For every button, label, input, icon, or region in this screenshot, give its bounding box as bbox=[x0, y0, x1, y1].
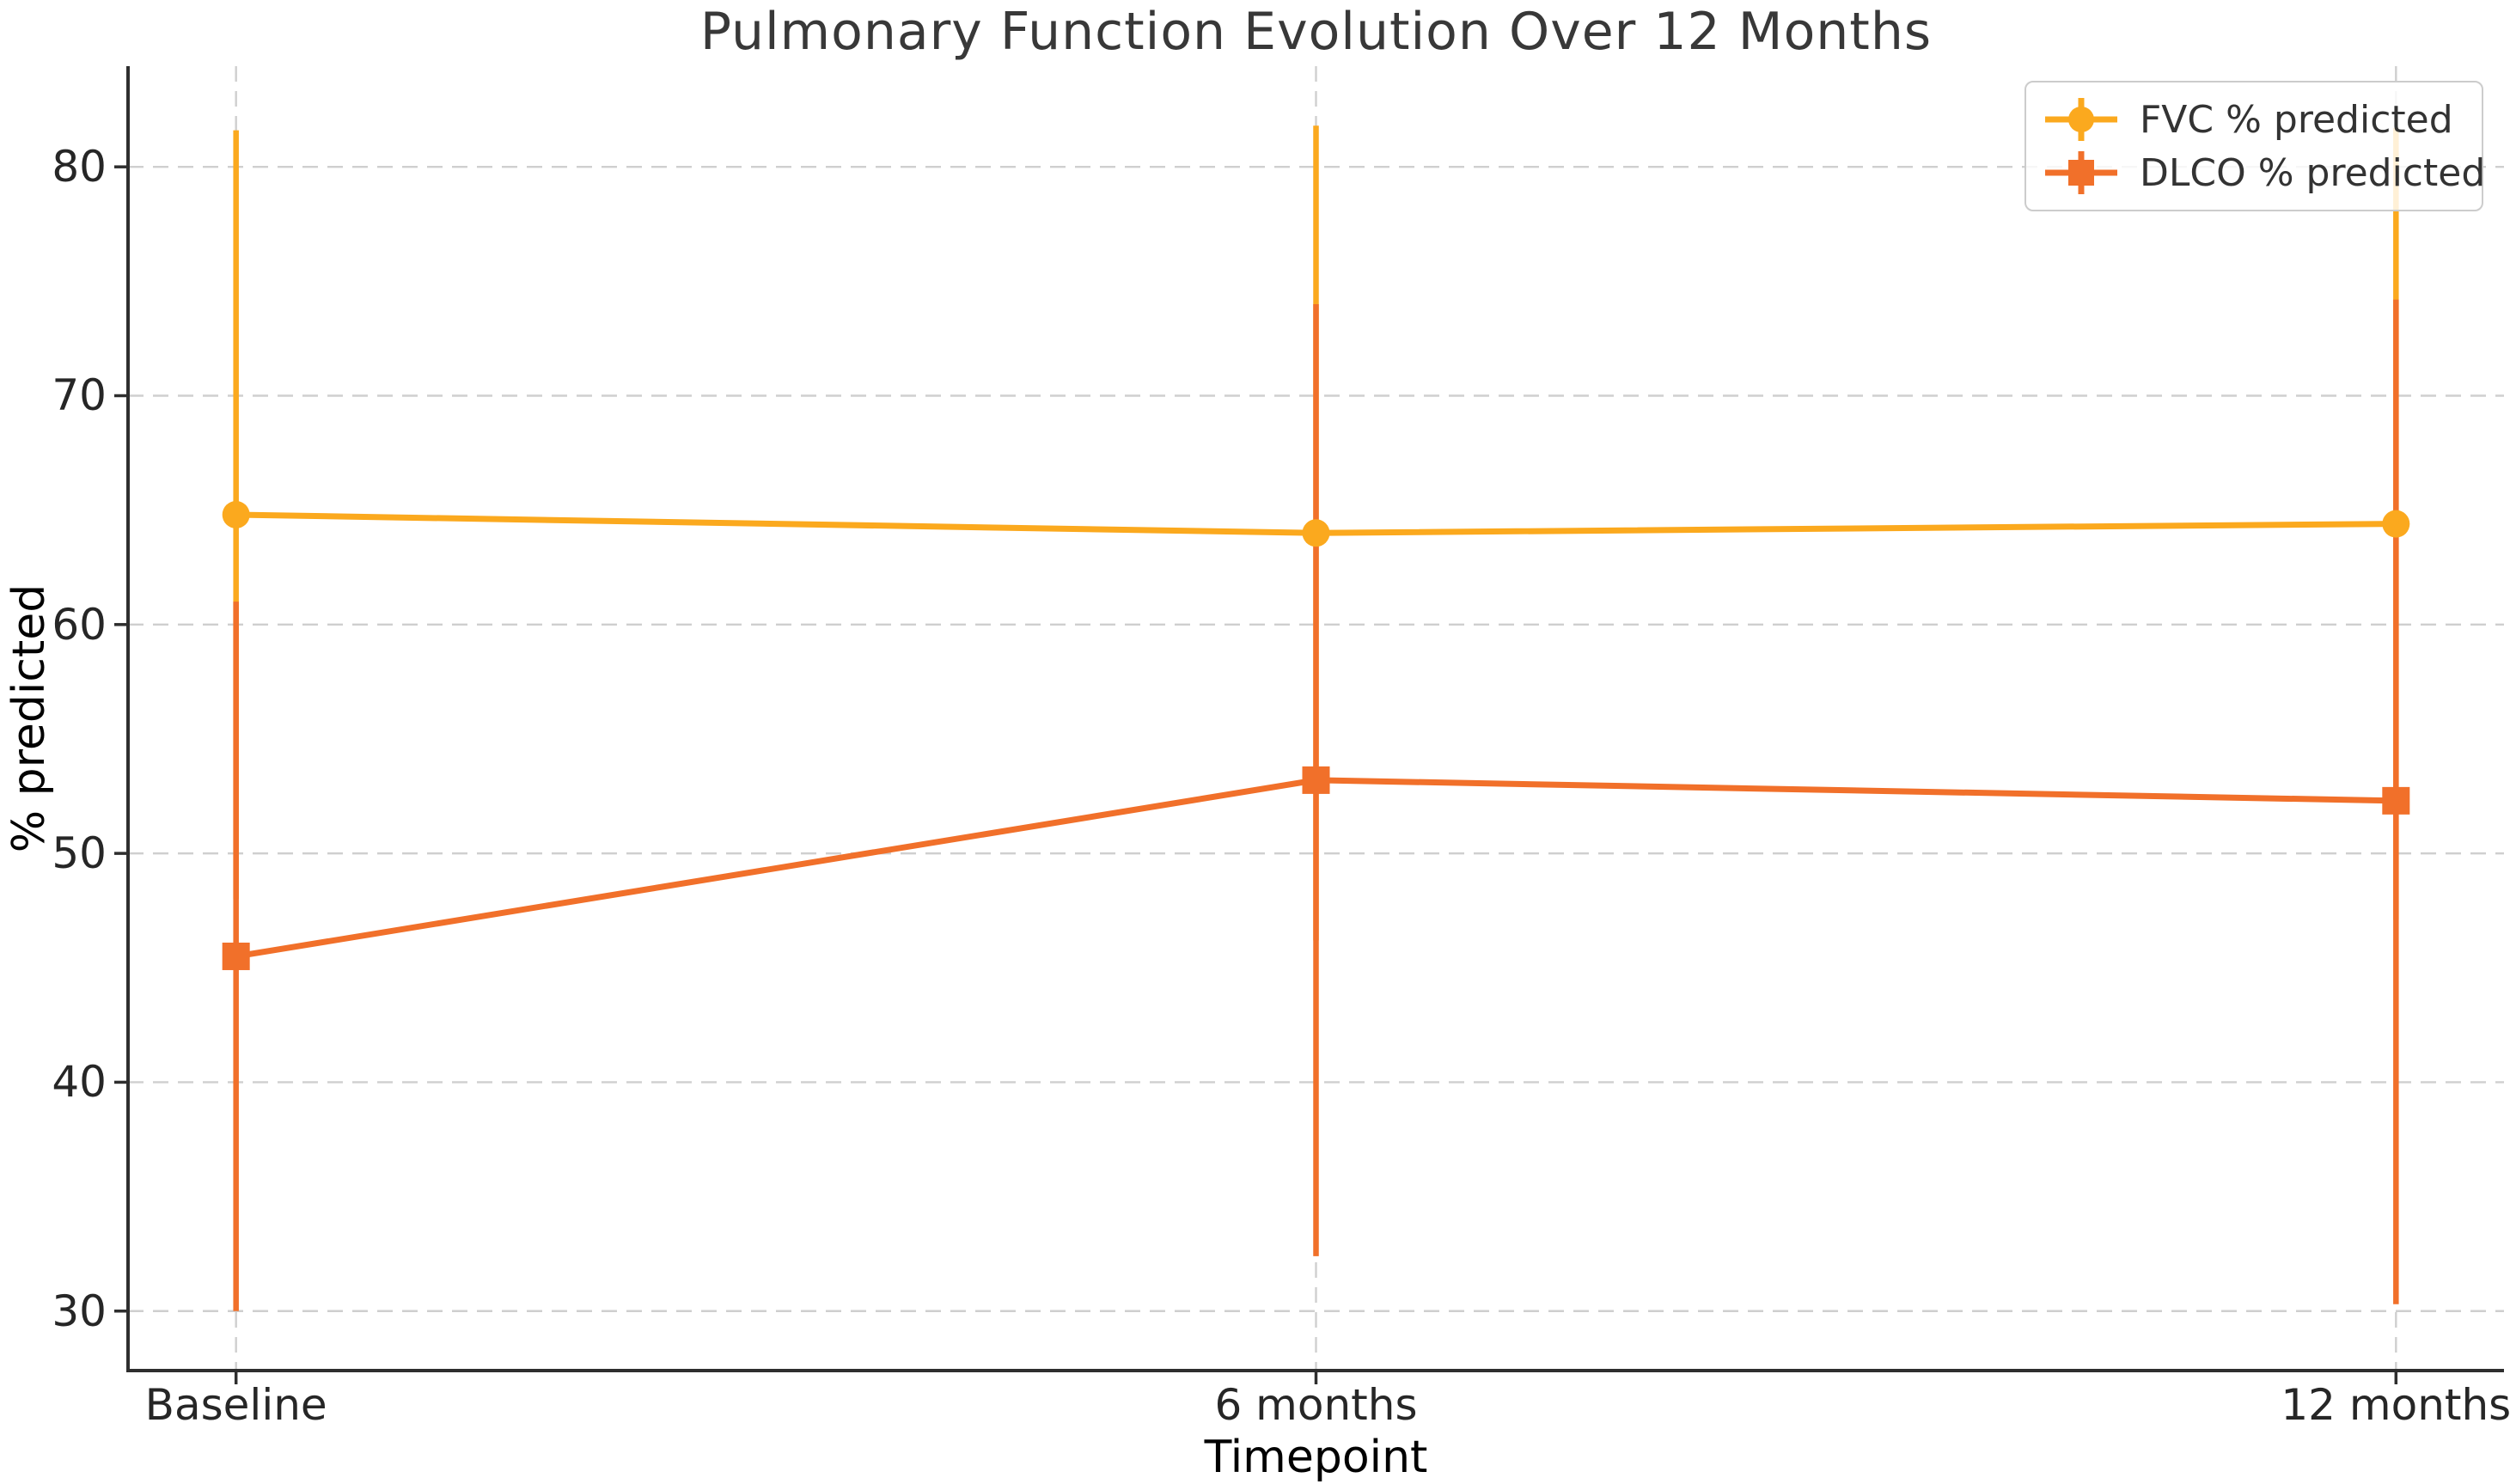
y-tick-label: 50 bbox=[52, 828, 107, 879]
y-tick-label: 40 bbox=[52, 1057, 107, 1108]
y-tick-label: 60 bbox=[52, 599, 107, 650]
x-tick-label: Baseline bbox=[144, 1380, 327, 1430]
legend-label-dlco: DLCO % predicted bbox=[2140, 150, 2486, 195]
legend: FVC % predicted DLCO % predicted bbox=[2024, 81, 2485, 211]
legend-glyph-part bbox=[2068, 160, 2094, 186]
y-tick-label: 30 bbox=[52, 1286, 107, 1336]
x-tick-label: 6 months bbox=[1214, 1380, 1418, 1430]
x-tick-label: 12 months bbox=[2281, 1380, 2510, 1430]
legend-row-dlco: DLCO % predicted bbox=[2042, 146, 2485, 199]
legend-label-fvc: FVC % predicted bbox=[2140, 97, 2453, 142]
data-point-circle bbox=[1302, 519, 1330, 547]
errorbar-circle-marker-icon bbox=[2045, 98, 2117, 141]
data-point-square bbox=[222, 942, 250, 970]
legend-row-fvc: FVC % predicted bbox=[2042, 93, 2466, 146]
x-axis-label: Timepoint bbox=[1204, 1432, 1428, 1483]
data-point-circle bbox=[222, 500, 250, 528]
errorbar-square-marker-icon bbox=[2045, 151, 2117, 194]
data-point-square bbox=[2382, 786, 2410, 815]
data-point-circle bbox=[2382, 510, 2410, 538]
y-tick-label: 70 bbox=[52, 370, 107, 421]
y-tick-label: 80 bbox=[52, 142, 107, 192]
data-point-square bbox=[1302, 766, 1330, 794]
legend-glyph-part bbox=[2068, 107, 2094, 132]
chart-title: Pulmonary Function Evolution Over 12 Mon… bbox=[699, 2, 1933, 62]
